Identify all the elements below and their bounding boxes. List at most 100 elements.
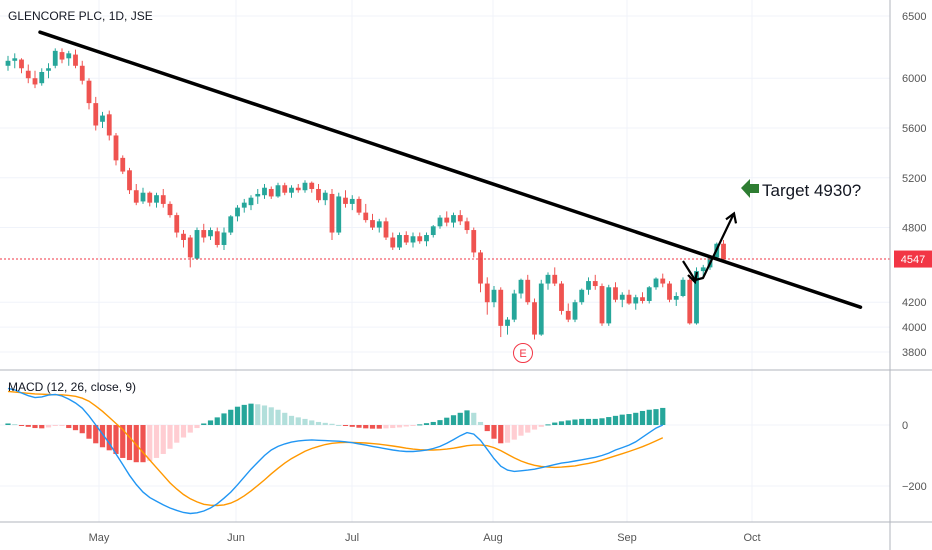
candle-body [397, 235, 402, 248]
macd-histogram-bar [646, 409, 652, 425]
target-label: Target 4930? [762, 181, 861, 200]
macd-histogram-bar [214, 417, 220, 425]
candle-body [133, 190, 139, 203]
macd-histogram-bar [572, 419, 578, 425]
candle-body [525, 279, 531, 303]
candle-body [579, 289, 585, 303]
macd-pane [5, 387, 666, 515]
candle-body [491, 289, 497, 303]
candle-body [255, 193, 261, 197]
candle-body [498, 289, 504, 326]
candle-body [194, 230, 200, 259]
projection-arrowhead-up [725, 211, 738, 224]
trendline-group [38, 30, 863, 309]
macd-histogram-bar [309, 420, 315, 425]
macd-histogram-bar [140, 425, 146, 463]
candle-body [680, 279, 686, 296]
macd-histogram-bar [565, 420, 571, 425]
candle-body [52, 50, 58, 66]
candle-body [592, 281, 598, 287]
macd-histogram-bar [417, 424, 423, 426]
macd-histogram-bar [403, 425, 409, 427]
macd-histogram-bar [174, 425, 180, 443]
macd-histogram-bar [52, 425, 58, 426]
macd-histogram-bar [133, 425, 139, 463]
macd-histogram-bar [342, 425, 349, 426]
candle-body [518, 279, 524, 294]
candle-body [410, 236, 416, 243]
macd-histogram-bar [207, 420, 214, 425]
price-badge: 4547 [894, 250, 932, 268]
candle-body [12, 58, 18, 61]
projection-arrows [682, 211, 738, 285]
projection-path [682, 214, 734, 282]
macd-histogram-bar [585, 418, 592, 425]
macd-histogram-bar [234, 406, 241, 425]
macd-histogram-bar [194, 425, 200, 429]
earnings-marker[interactable] [513, 343, 533, 363]
price-badge-label: 4547 [901, 254, 925, 266]
x-tick-label: Jun [227, 532, 245, 544]
candle-body [599, 286, 605, 324]
macd-histogram-bar [444, 417, 450, 425]
symbol-title: GLENCORE PLC, 1D, JSE [8, 9, 153, 23]
candle-body [66, 53, 72, 59]
macd-histogram-bar [369, 425, 376, 429]
y-tick-label: 3800 [902, 347, 926, 359]
candle-body [282, 185, 288, 193]
macd-histogram-bar [410, 425, 416, 426]
macd-histogram-bar [18, 425, 25, 426]
macd-histogram-bar [201, 423, 207, 425]
candle-body [464, 221, 470, 231]
candle-body [653, 278, 659, 288]
price-candles [5, 48, 726, 340]
candle-body [471, 230, 477, 253]
candle-body [302, 182, 308, 191]
macd-title: MACD (12, 26, close, 9) [8, 380, 136, 394]
macd-histogram-bar [599, 418, 605, 425]
macd-histogram-bar [126, 425, 133, 461]
candle-body [484, 283, 490, 303]
candle-body [160, 195, 166, 204]
y-tick-label: 4800 [902, 223, 926, 235]
candle-body [667, 283, 672, 300]
macd-histogram-bar [39, 425, 45, 429]
macd-line [7, 387, 664, 515]
candle-body [228, 216, 234, 233]
macd-histogram-bar [423, 423, 430, 425]
candle-body [322, 192, 328, 201]
candle-body [565, 310, 571, 320]
macd-histogram-bar [120, 425, 126, 458]
candle-body [403, 235, 409, 243]
candle-body [336, 196, 342, 233]
macd-histogram-bar [93, 425, 99, 444]
macd-histogram-bar [464, 410, 470, 425]
candle-body [586, 281, 591, 290]
candle-body [538, 283, 544, 335]
macd-histogram-bar [457, 412, 463, 425]
candle-body [289, 187, 294, 193]
candle-body [93, 103, 99, 126]
macd-histogram-bar [79, 425, 85, 434]
macd-histogram-bar [147, 425, 153, 461]
candle-body [32, 78, 38, 85]
projection-arrowhead-down [687, 271, 699, 285]
macd-histogram-bar [167, 425, 173, 449]
candle-body [79, 65, 85, 81]
macd-histogram-bar [477, 421, 484, 425]
candle-body [417, 236, 423, 242]
candle-body [356, 198, 362, 213]
candle-body [532, 302, 537, 335]
candle-body [673, 296, 679, 300]
macd-histogram-bar [302, 418, 308, 425]
macd-histogram-bar [430, 421, 436, 425]
macd-histogram-bar [248, 403, 254, 425]
candle-body [46, 68, 51, 71]
x-tick-label: May [89, 532, 110, 544]
macd-histogram-bar [106, 425, 112, 451]
macd-histogram-bar [396, 425, 403, 428]
candle-body [559, 283, 564, 311]
macd-histogram-bar [579, 418, 585, 425]
